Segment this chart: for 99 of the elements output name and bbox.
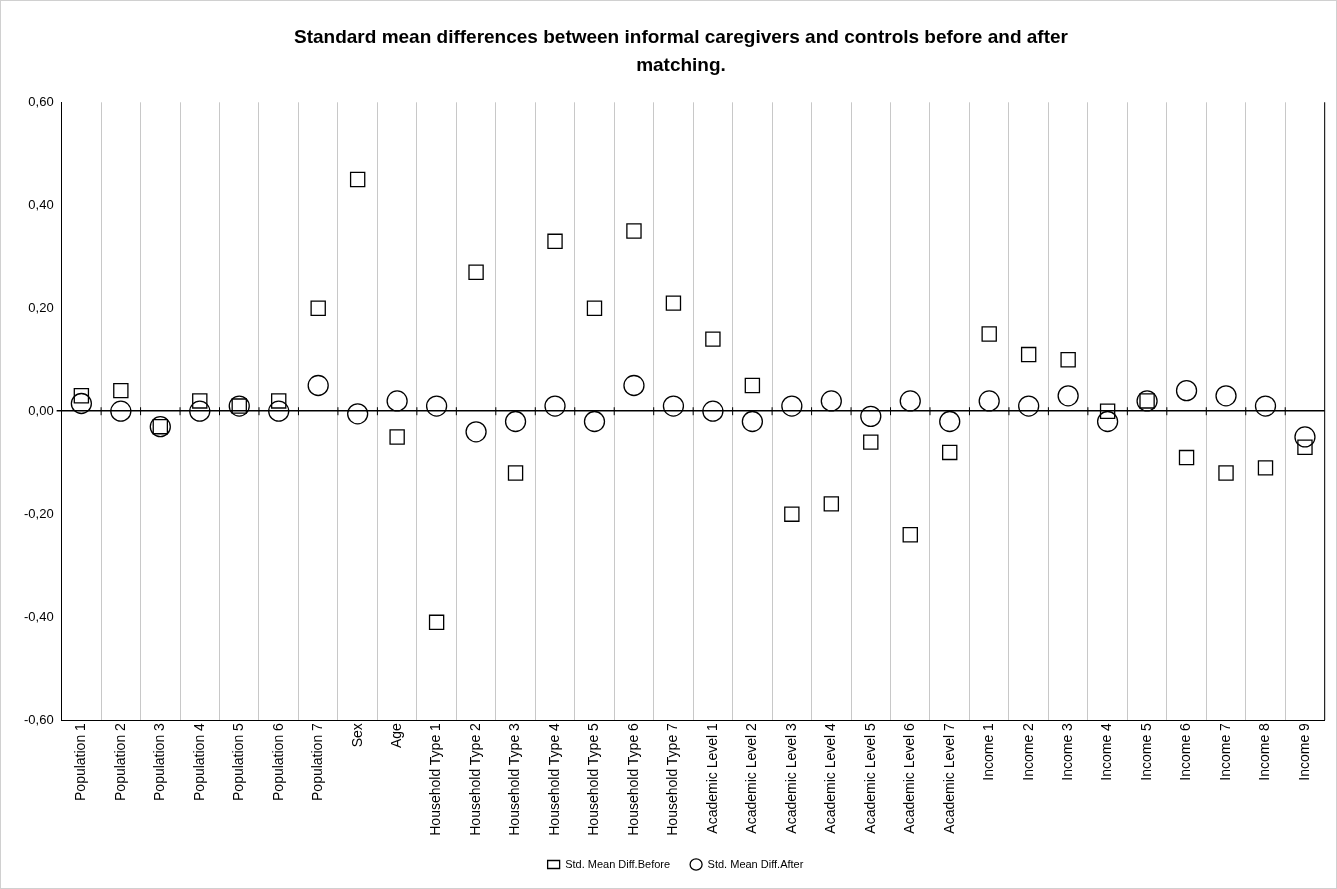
y-tick-label: 0,40 [28, 196, 54, 212]
x-tick-label: Household Type 2 [466, 722, 483, 836]
point [1060, 352, 1076, 368]
point [425, 395, 448, 417]
point [1178, 449, 1195, 466]
point [310, 300, 326, 316]
point [1297, 439, 1313, 455]
point [307, 374, 329, 397]
point [860, 405, 882, 428]
point [468, 264, 484, 280]
point [192, 393, 208, 409]
point [547, 233, 563, 250]
point [741, 410, 764, 433]
point [1175, 379, 1198, 402]
point [1057, 385, 1079, 407]
point [1257, 460, 1274, 476]
chart-title: Standard mean differences between informal caregivers and controls before and after matching. [293, 25, 1069, 77]
point [268, 400, 290, 422]
point [428, 614, 445, 631]
point [583, 410, 606, 433]
x-tick-label: Income 6 [1177, 722, 1194, 781]
y-tick-label: 0,20 [28, 299, 54, 315]
point [665, 295, 682, 311]
point [626, 223, 642, 239]
x-tick-label: Academic Level 1 [703, 722, 720, 834]
point [189, 400, 211, 422]
x-tick-label: Age [387, 722, 404, 749]
y-tick-label: -0,60 [23, 711, 54, 727]
x-tick-label: Population 3 [151, 722, 168, 801]
x-tick-label: Income 8 [1256, 722, 1273, 781]
point [1099, 403, 1116, 419]
x-tick-label: Population 1 [72, 722, 89, 801]
point [623, 374, 645, 397]
point [347, 403, 369, 425]
point [70, 392, 93, 415]
y-tick-label: -0,40 [23, 608, 54, 624]
point [702, 400, 724, 422]
point [349, 171, 366, 188]
point [662, 395, 685, 417]
x-tick-label: Income 5 [1137, 722, 1154, 781]
point [1018, 395, 1040, 417]
legend-label: Std. Mean Diff.After [707, 857, 804, 870]
point [110, 400, 132, 422]
x-tick-label: Academic Level 3 [782, 722, 799, 834]
point [863, 434, 879, 450]
point [705, 331, 721, 347]
legend-label: Std. Mean Diff.Before [565, 857, 671, 870]
x-tick-label: Household Type 1 [427, 722, 444, 836]
x-tick-label: Income 1 [980, 722, 997, 781]
x-tick-label: Population 6 [269, 722, 286, 801]
point [465, 421, 487, 443]
y-tick-label: -0,20 [23, 505, 54, 521]
point [939, 410, 961, 433]
point [978, 390, 1000, 412]
x-tick-label: Academic Level 6 [901, 722, 918, 834]
y-tick-label: 0,60 [28, 93, 54, 109]
x-tick-label: Household Type 3 [506, 722, 523, 836]
x-tick-label: Household Type 5 [585, 722, 602, 836]
x-tick-label: Income 3 [1059, 722, 1075, 781]
point [504, 410, 527, 433]
x-tick-label: Population 5 [230, 722, 247, 801]
x-tick-label: Academic Level 7 [940, 722, 957, 834]
point [271, 393, 287, 409]
point [389, 429, 405, 445]
x-tick-label: Household Type 4 [545, 722, 562, 836]
x-tick-label: Academic Level 4 [822, 722, 839, 834]
point [1020, 346, 1037, 363]
point [784, 506, 800, 522]
x-tick-label: Sex [348, 723, 365, 748]
point [507, 465, 524, 481]
point [1218, 465, 1234, 481]
y-tick-label: 0,00 [28, 402, 54, 418]
point [586, 300, 603, 316]
point [823, 496, 840, 512]
x-tick-label: Income 4 [1098, 722, 1115, 781]
point [113, 382, 129, 399]
point [1294, 426, 1316, 448]
x-tick-label: Household Type 7 [664, 722, 681, 836]
point [1096, 410, 1119, 433]
point [781, 395, 803, 417]
point [1254, 395, 1277, 417]
point [820, 390, 842, 412]
x-tick-label: Household Type 6 [624, 722, 641, 836]
x-tick-label: Income 2 [1019, 722, 1036, 781]
x-tick-label: Academic Level 5 [861, 722, 878, 834]
point [744, 377, 761, 394]
point [902, 527, 918, 543]
point [899, 390, 921, 412]
point [1215, 385, 1237, 407]
x-tick-label: Income 9 [1295, 722, 1312, 781]
x-tick-label: Academic Level 2 [743, 722, 760, 834]
x-tick-label: Population 4 [190, 722, 207, 801]
x-tick-label: Income 7 [1216, 722, 1233, 781]
point [544, 395, 566, 417]
x-tick-label: Population 7 [309, 722, 326, 801]
point [981, 326, 997, 342]
point [942, 444, 958, 461]
x-tick-label: Population 2 [111, 722, 128, 801]
point [386, 390, 408, 412]
